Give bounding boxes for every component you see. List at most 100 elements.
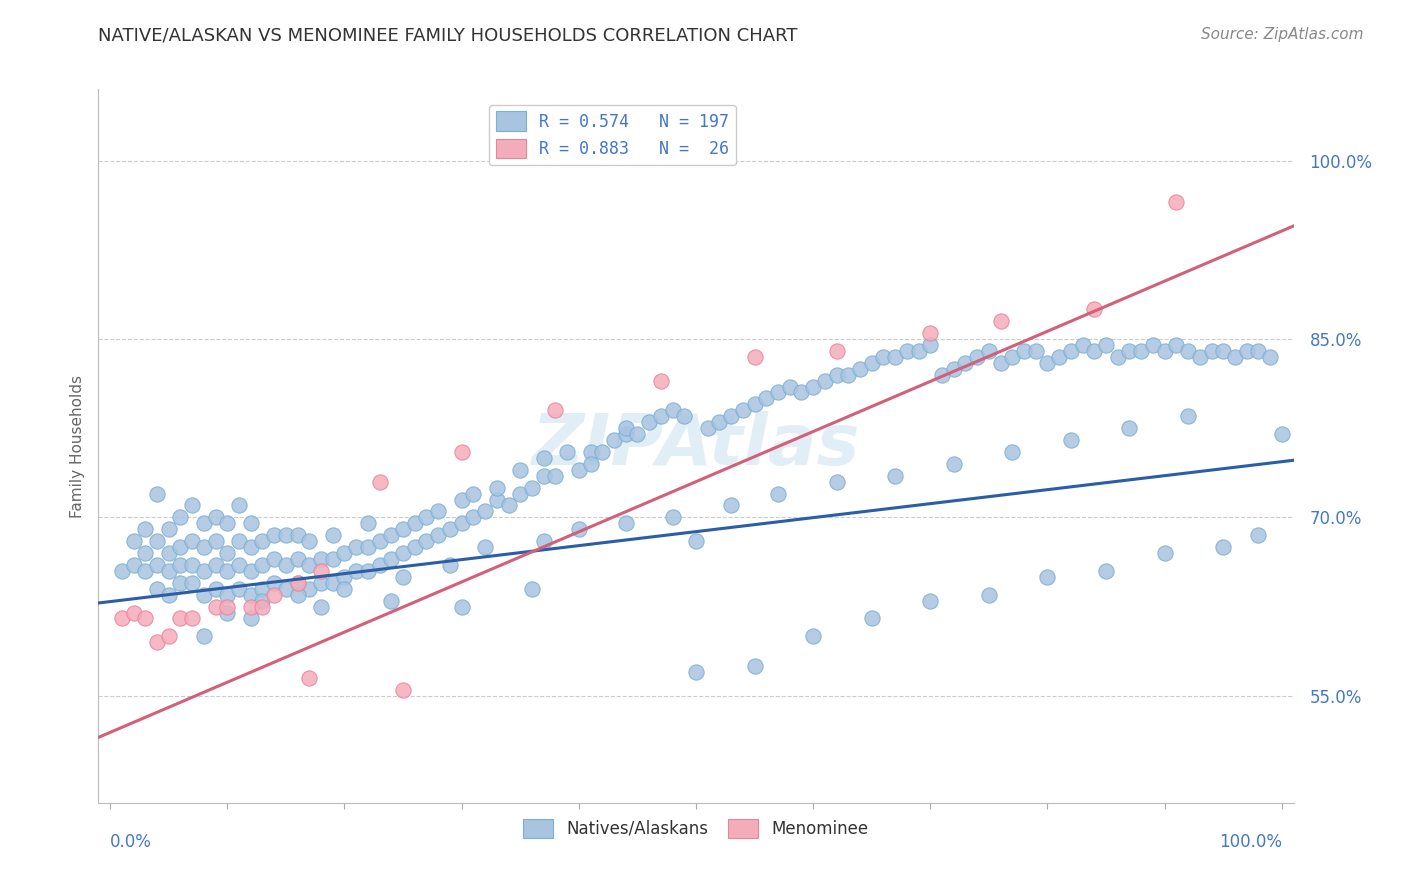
Point: [790, 385, 813, 400]
Point: [801, 629, 824, 643]
Point: [344, 564, 367, 578]
Point: [825, 475, 848, 489]
Legend: Natives/Alaskans, Menominee: Natives/Alaskans, Menominee: [516, 812, 876, 845]
Point: [157, 546, 180, 560]
Point: [1177, 409, 1199, 424]
Point: [169, 558, 191, 572]
Point: [1188, 350, 1211, 364]
Point: [920, 593, 942, 607]
Point: [146, 582, 169, 596]
Point: [1258, 350, 1281, 364]
Point: [181, 611, 204, 625]
Point: [217, 546, 239, 560]
Point: [450, 492, 472, 507]
Point: [1118, 421, 1140, 435]
Point: [661, 403, 683, 417]
Point: [157, 629, 180, 643]
Point: [193, 629, 215, 643]
Point: [450, 599, 472, 614]
Point: [368, 558, 391, 572]
Point: [685, 534, 707, 549]
Point: [1247, 343, 1270, 358]
Point: [1223, 350, 1246, 364]
Point: [287, 588, 309, 602]
Point: [111, 611, 134, 625]
Point: [1047, 350, 1070, 364]
Point: [252, 558, 274, 572]
Point: [650, 409, 672, 424]
Point: [825, 343, 848, 358]
Point: [544, 403, 567, 417]
Point: [463, 486, 485, 500]
Point: [287, 552, 309, 566]
Point: [814, 374, 837, 388]
Point: [579, 445, 602, 459]
Point: [755, 392, 778, 406]
Point: [1130, 343, 1153, 358]
Point: [392, 570, 415, 584]
Point: [239, 516, 262, 531]
Point: [322, 575, 344, 590]
Point: [122, 534, 145, 549]
Point: [1166, 195, 1188, 210]
Point: [450, 516, 472, 531]
Point: [287, 575, 309, 590]
Point: [217, 588, 239, 602]
Point: [1083, 343, 1105, 358]
Point: [579, 457, 602, 471]
Point: [134, 522, 156, 536]
Text: NATIVE/ALASKAN VS MENOMINEE FAMILY HOUSEHOLDS CORRELATION CHART: NATIVE/ALASKAN VS MENOMINEE FAMILY HOUSE…: [98, 27, 799, 45]
Point: [380, 552, 402, 566]
Point: [1142, 338, 1164, 352]
Point: [568, 522, 591, 536]
Point: [931, 368, 953, 382]
Point: [696, 421, 718, 435]
Point: [720, 409, 742, 424]
Point: [1060, 343, 1083, 358]
Point: [977, 343, 1000, 358]
Point: [1166, 338, 1188, 352]
Point: [439, 558, 461, 572]
Point: [626, 427, 648, 442]
Point: [463, 510, 485, 524]
Point: [228, 558, 250, 572]
Point: [1118, 343, 1140, 358]
Point: [485, 492, 508, 507]
Point: [228, 534, 250, 549]
Point: [404, 516, 426, 531]
Point: [1201, 343, 1223, 358]
Point: [252, 593, 274, 607]
Point: [1060, 433, 1083, 447]
Point: [685, 665, 707, 679]
Point: [1153, 546, 1175, 560]
Point: [591, 445, 613, 459]
Point: [860, 611, 883, 625]
Point: [181, 558, 204, 572]
Point: [157, 588, 180, 602]
Point: [309, 599, 332, 614]
Point: [309, 552, 332, 566]
Point: [520, 582, 543, 596]
Point: [896, 343, 918, 358]
Point: [1247, 528, 1270, 542]
Point: [1107, 350, 1129, 364]
Point: [357, 564, 380, 578]
Point: [474, 540, 496, 554]
Point: [274, 528, 297, 542]
Point: [942, 361, 965, 376]
Point: [907, 343, 929, 358]
Point: [837, 368, 859, 382]
Point: [404, 540, 426, 554]
Point: [333, 582, 356, 596]
Point: [239, 611, 262, 625]
Point: [122, 558, 145, 572]
Point: [638, 415, 661, 429]
Point: [415, 534, 437, 549]
Point: [614, 516, 637, 531]
Point: [193, 588, 215, 602]
Point: [204, 582, 226, 596]
Point: [333, 546, 356, 560]
Point: [204, 510, 226, 524]
Text: ZIPAtlas: ZIPAtlas: [531, 411, 860, 481]
Point: [392, 522, 415, 536]
